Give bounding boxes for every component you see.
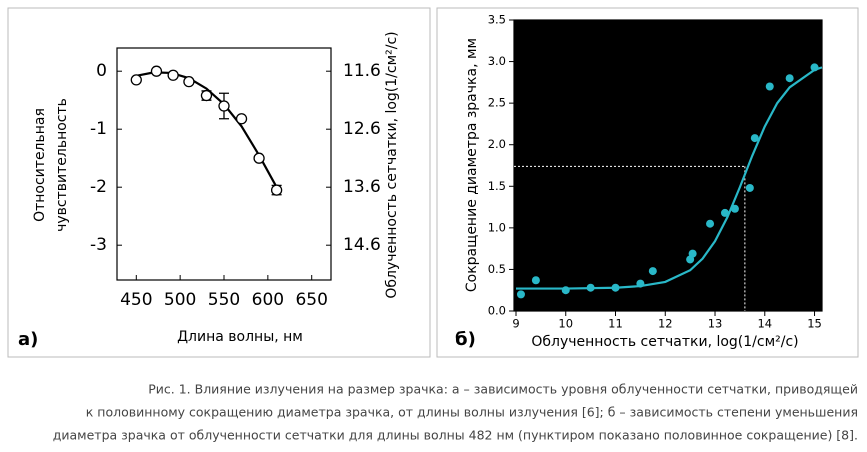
y-tick-label: 0 (96, 61, 107, 81)
data-point (745, 183, 754, 192)
data-point (270, 184, 283, 196)
data-point (200, 89, 213, 102)
x-tick-label: 13 (708, 317, 723, 331)
data-point (235, 113, 248, 125)
data-point (516, 290, 525, 299)
y-tick-label: -2 (90, 177, 107, 197)
x-axis-label: Облученность сетчатки, log(1/см²/с) (531, 334, 798, 350)
x-tick-label: 15 (807, 317, 822, 331)
plot-area (116, 47, 332, 281)
y-axis-label: чувствительность (54, 98, 70, 232)
x-axis-label: Длина волны, нм (177, 329, 303, 345)
data-point (167, 69, 179, 81)
data-point (130, 74, 142, 86)
caption-line: Рис. 1. Влияние излучения на размер зрач… (148, 382, 858, 397)
data-point (810, 63, 819, 72)
data-point (561, 286, 570, 295)
data-point (183, 75, 195, 88)
panel-label: б) (455, 329, 476, 350)
x-tick-label: 11 (608, 317, 623, 331)
x-tick-label: 12 (658, 317, 673, 331)
y-tick-label: -3 (90, 235, 107, 255)
data-point (648, 267, 657, 276)
data-point (706, 219, 715, 228)
caption-line: к половинному сокращению диаметра зрачка… (86, 405, 858, 420)
x-tick-label: 14 (757, 317, 772, 331)
data-point (730, 204, 739, 213)
data-point (720, 208, 729, 217)
y-tick-label: 2.5 (488, 96, 506, 110)
y-tick-label: 2.0 (488, 137, 506, 151)
y2-tick-label: 14.6 (343, 235, 381, 255)
y-tick-label: 0.5 (488, 262, 506, 276)
data-point (253, 152, 265, 164)
y2-axis-label: Облученность сетчатки, log(1/см²/с) (384, 31, 400, 298)
fit-curve (515, 66, 823, 290)
data-point (531, 276, 540, 285)
y-tick-label: 1.5 (488, 179, 506, 193)
y-axis-label: Сокращение диаметра зрачка, мм (464, 38, 480, 292)
x-tick-label: 600 (252, 290, 284, 310)
data-point (688, 249, 697, 258)
y2-tick-label: 11.6 (343, 61, 381, 81)
y2-tick-label: 13.6 (343, 177, 381, 197)
panel-label: а) (18, 329, 38, 350)
x-tick-label: 550 (208, 290, 240, 310)
y-axis-label: Относительная (32, 108, 48, 222)
data-point (785, 74, 794, 83)
x-tick-label: 450 (120, 290, 152, 310)
x-tick-label: 10 (558, 317, 573, 331)
y2-tick-label: 12.6 (343, 119, 381, 139)
y-tick-label: 3.5 (488, 13, 506, 27)
data-point (765, 82, 774, 91)
caption-line: диаметра зрачка от облученности сетчатки… (53, 428, 858, 443)
x-tick-label: 500 (164, 290, 196, 310)
y-tick-label: 0.0 (488, 304, 506, 318)
data-point (150, 65, 163, 77)
y-tick-label: 3.0 (488, 54, 506, 68)
data-point (586, 283, 595, 292)
y-tick-label: 1.0 (488, 220, 506, 234)
data-point (218, 100, 230, 112)
plot-area (513, 19, 823, 312)
data-point (750, 134, 759, 143)
y-tick-label: -1 (90, 119, 107, 139)
x-tick-label: 650 (295, 290, 327, 310)
data-point (611, 283, 620, 292)
x-tick-label: 9 (512, 317, 519, 331)
data-point (636, 279, 645, 288)
